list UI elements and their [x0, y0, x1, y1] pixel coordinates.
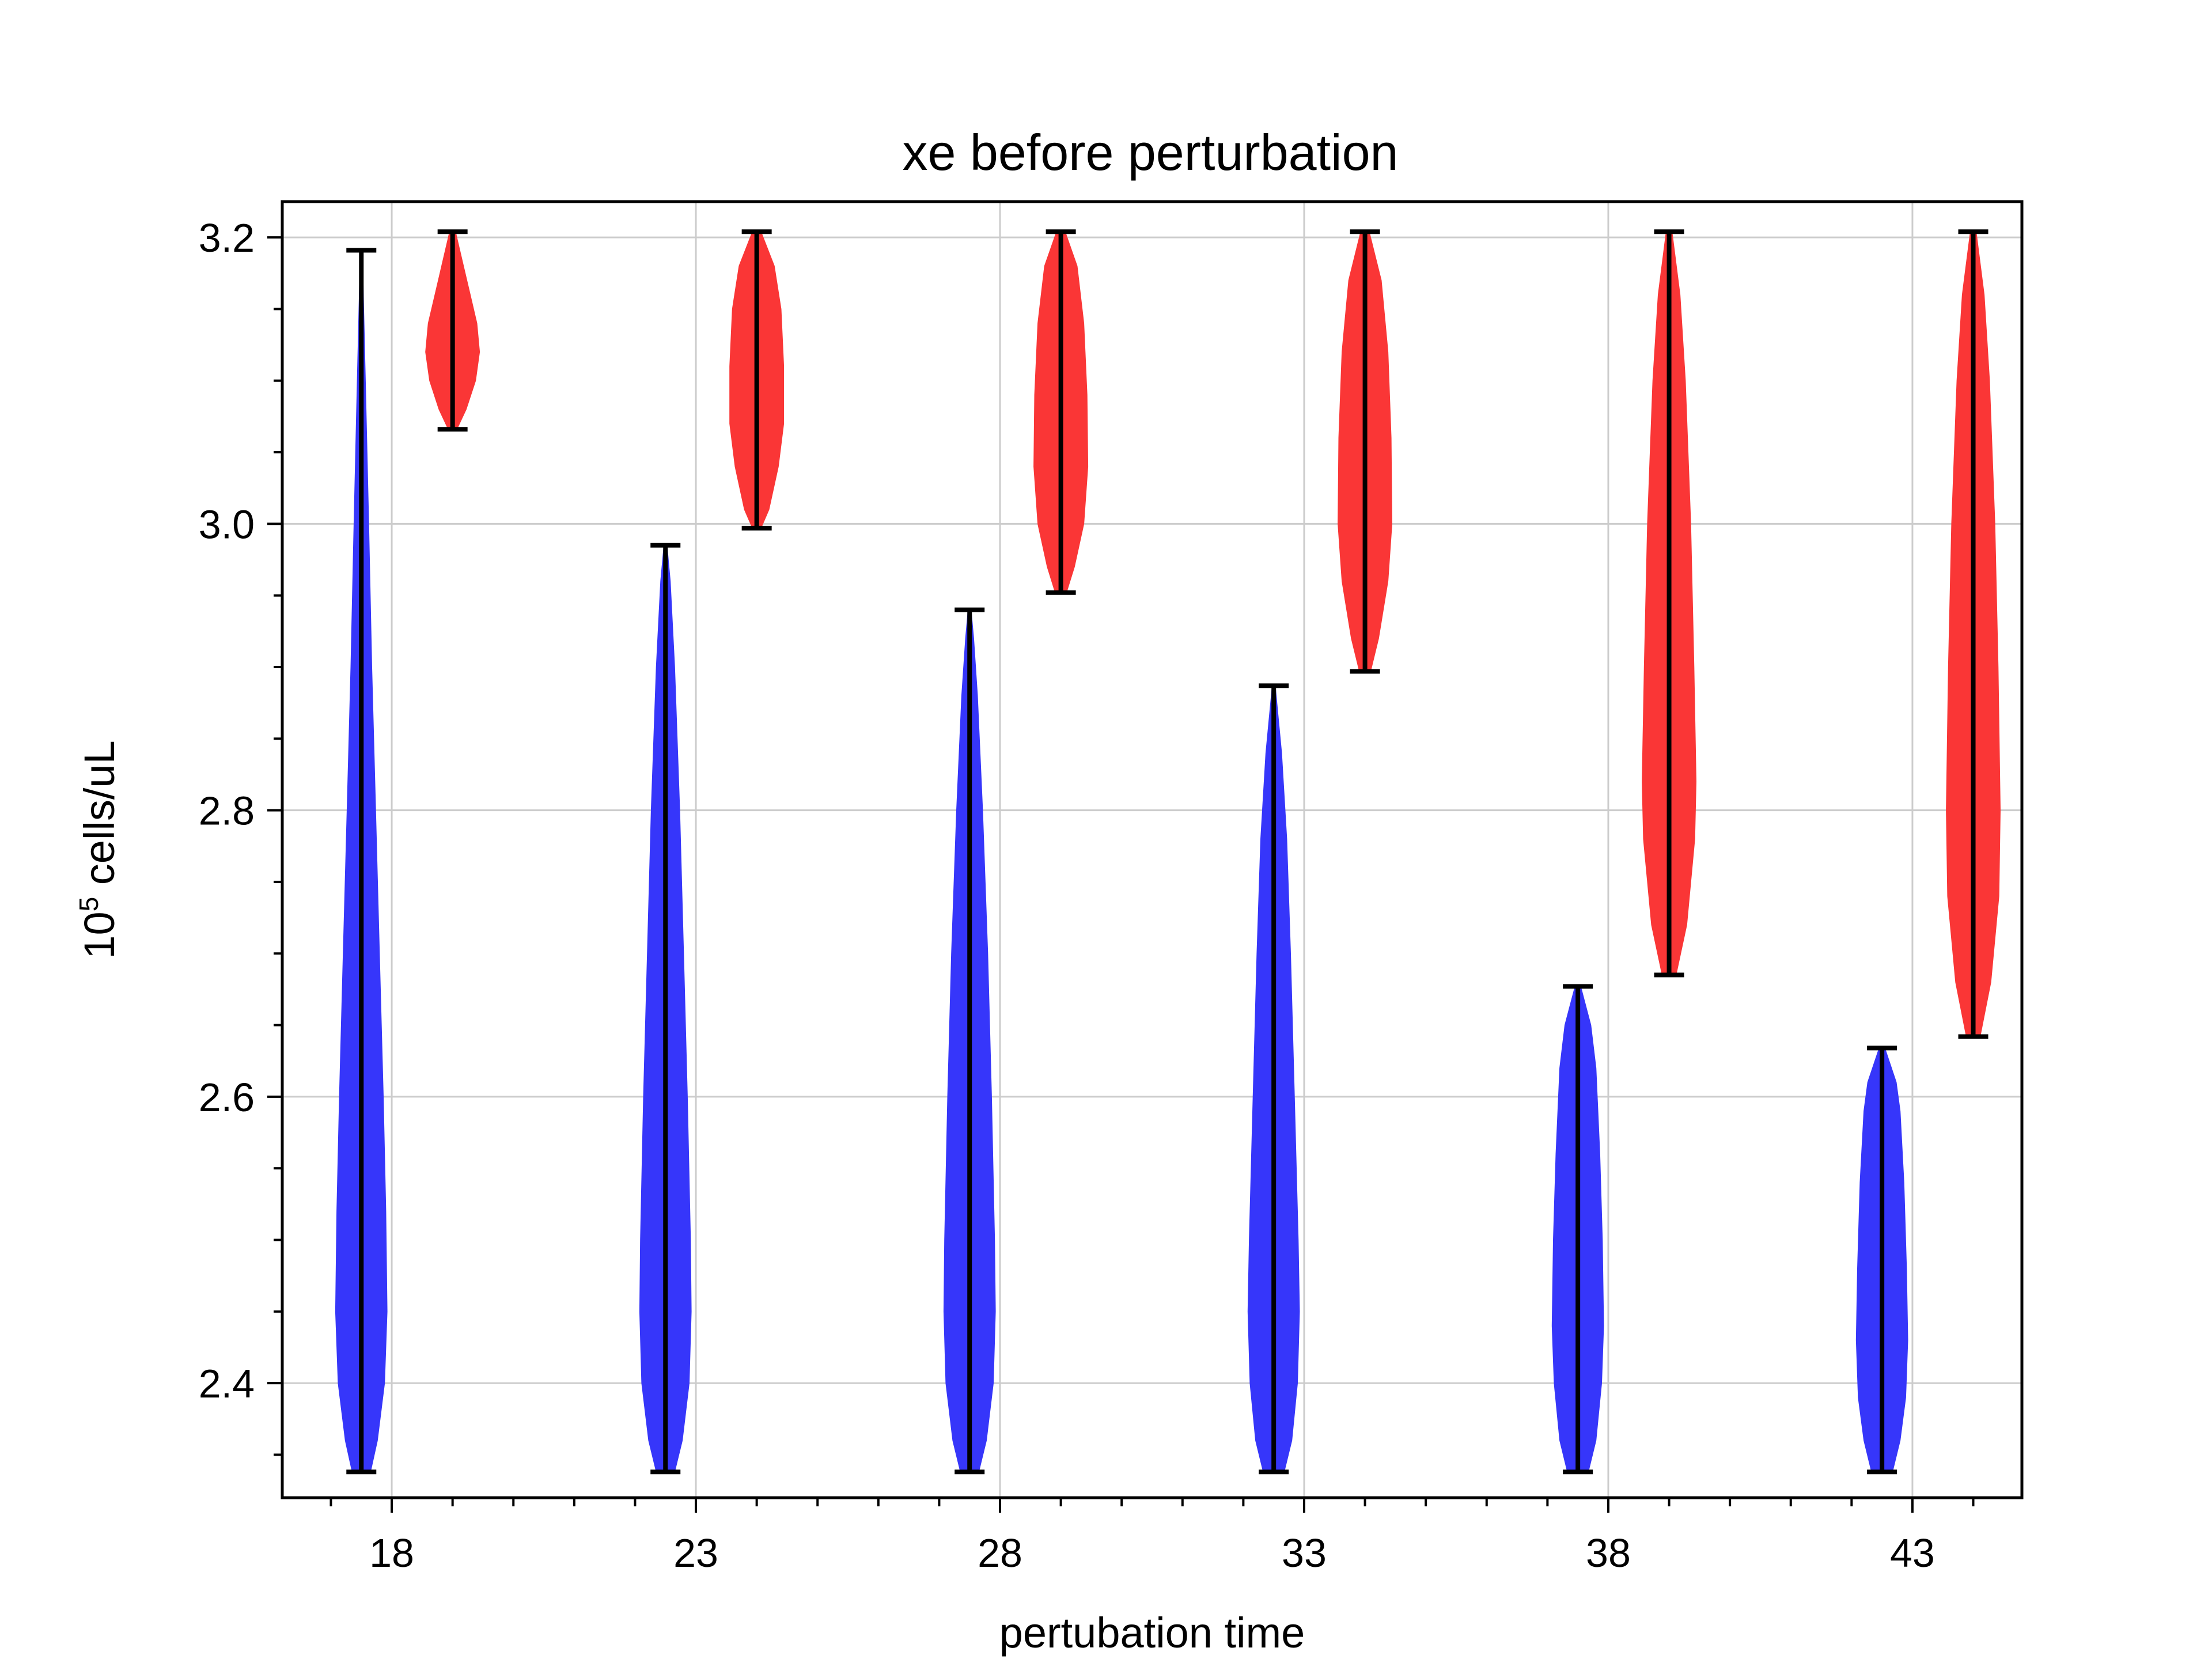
y-axis-label-exponent: 5 [74, 897, 104, 912]
chart-title: xe before perturbation [902, 124, 1398, 181]
x-axis-label: pertubation time [999, 1609, 1305, 1657]
ticks: 18 23 28 33 38 43 2.4 2.6 2.8 3.0 3.2 [199, 215, 1975, 1575]
x-tick-label-3: 33 [1282, 1531, 1327, 1575]
x-tick-label-4: 38 [1586, 1531, 1631, 1575]
x-tick-label-1: 23 [673, 1531, 718, 1575]
plot-frame [281, 200, 2024, 1499]
x-tick-label-5: 43 [1890, 1531, 1935, 1575]
x-tick-label-0: 18 [369, 1531, 414, 1575]
y-tick-label-1: 2.6 [199, 1075, 255, 1120]
y-tick-label-2: 2.8 [199, 789, 255, 834]
y-axis-label-unit: cells/uL [75, 740, 123, 896]
y-tick-label-4: 3.2 [199, 215, 255, 260]
y-tick-label-0: 2.4 [199, 1361, 255, 1406]
y-tick-label-3: 3.0 [199, 502, 255, 547]
grid [282, 202, 2022, 1498]
x-tick-label-2: 28 [978, 1531, 1022, 1575]
y-axis-label-base: 10 [75, 911, 123, 959]
y-axis-label: 105 cells/uL [74, 740, 123, 959]
violins [335, 229, 2001, 1475]
